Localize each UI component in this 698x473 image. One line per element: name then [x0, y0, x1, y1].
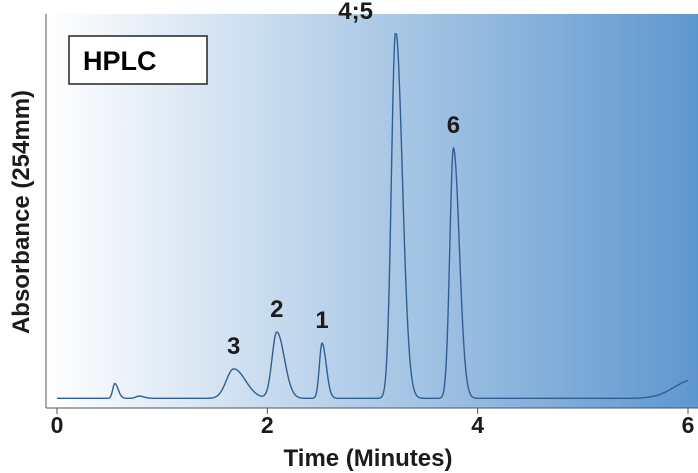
- title-box: HPLC: [68, 35, 208, 85]
- x-tick-label: 0: [51, 412, 64, 438]
- x-ticks: 0 2 4 6: [51, 408, 695, 438]
- peak-label: 1: [315, 307, 328, 334]
- x-axis-title: Time (Minutes): [284, 445, 453, 472]
- x-tick-label: 6: [682, 412, 695, 438]
- x-tick-label: 2: [261, 412, 274, 438]
- x-tick-label: 4: [471, 412, 484, 438]
- peak-label: 4;5: [338, 0, 373, 25]
- chromatogram-trace: [57, 33, 689, 400]
- peak-labels: 3 2 1 4;5 6: [227, 0, 460, 360]
- peak-label: 6: [447, 112, 460, 139]
- title-box-frame: [68, 35, 208, 85]
- peak-label: 3: [227, 333, 240, 360]
- y-axis-title: Absorbance (254mm): [8, 90, 35, 334]
- peak-label: 2: [270, 296, 283, 323]
- chart-title: HPLC: [83, 46, 157, 76]
